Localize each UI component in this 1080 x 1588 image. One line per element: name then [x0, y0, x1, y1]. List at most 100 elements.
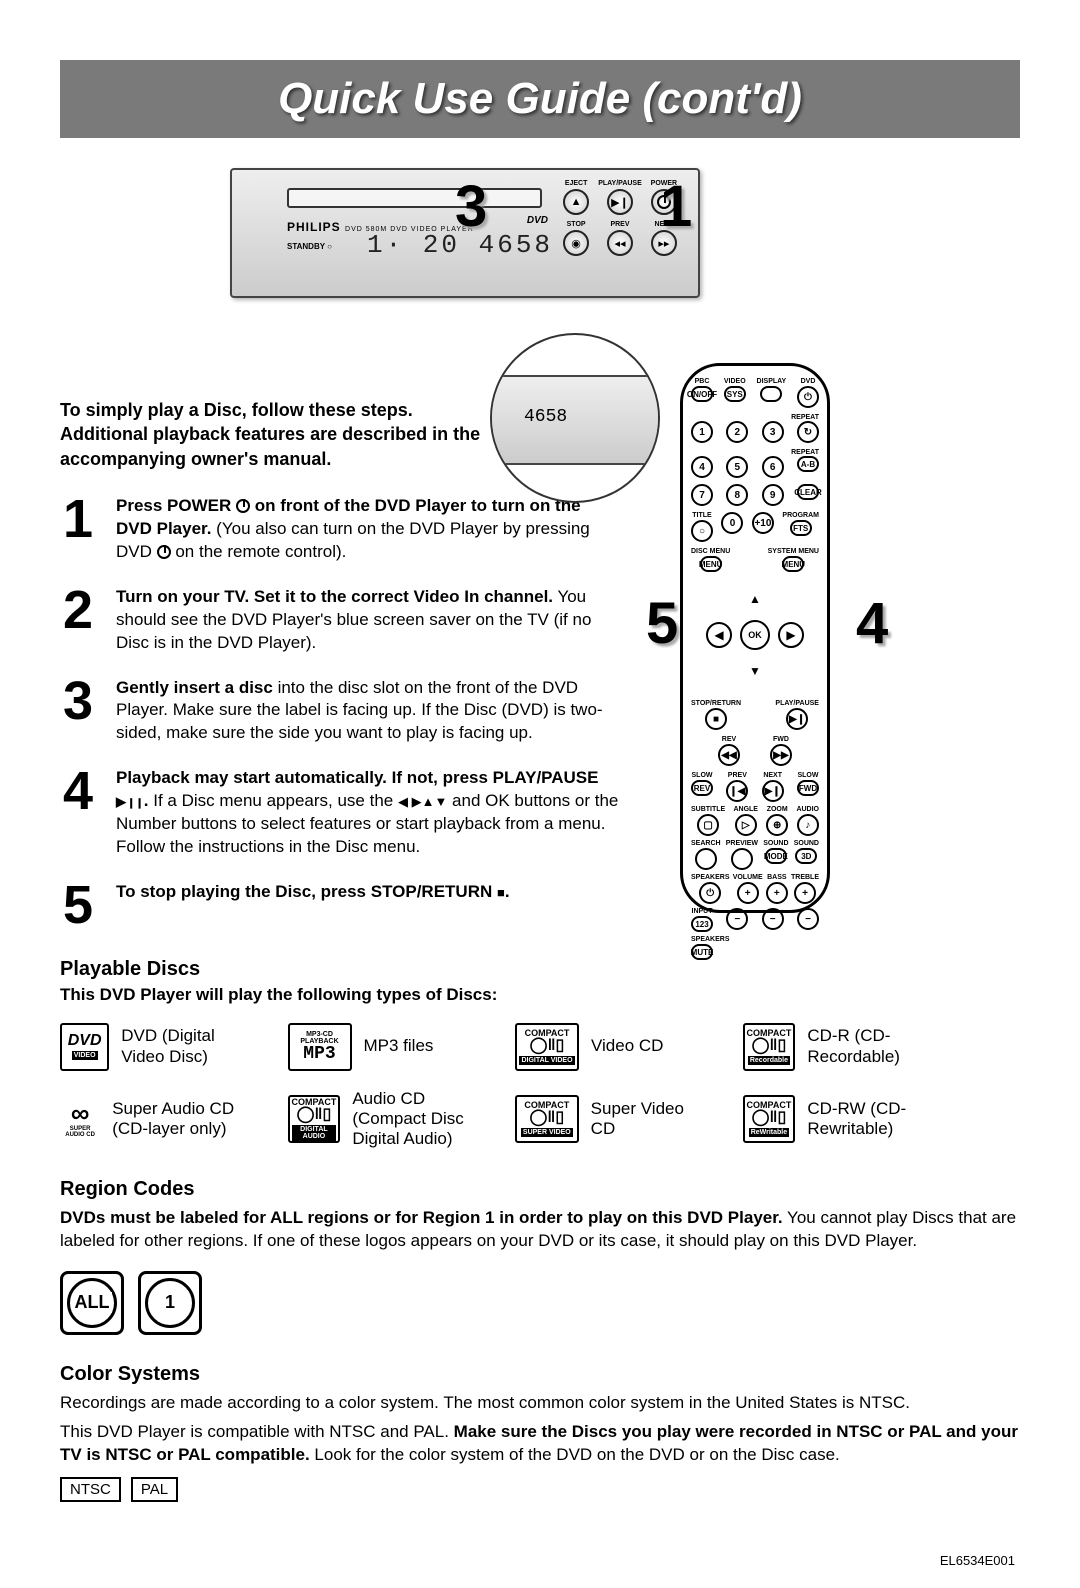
step-body-4: Playback may start automatically. If not…: [116, 767, 620, 859]
rc-num-1[interactable]: 1: [691, 421, 713, 443]
rc-pbc-button[interactable]: ON/OFF: [691, 386, 713, 402]
rc-num-4[interactable]: 4: [691, 456, 713, 478]
rc-video-button[interactable]: SYS: [724, 386, 746, 402]
region-logos: ALL 1: [60, 1271, 1020, 1335]
rc-prev-l: PREV: [728, 772, 747, 779]
step-body-1: Press POWER on front of the DVD Player t…: [116, 495, 620, 564]
playable-sub: This DVD Player will play the following …: [60, 985, 1020, 1005]
prev-button[interactable]: ◂◂: [607, 230, 633, 256]
rc-stop-button[interactable]: ■: [705, 708, 727, 730]
step-1: 1 Press POWER on front of the DVD Player…: [60, 495, 620, 564]
globe-all: ALL: [60, 1271, 124, 1335]
rc-play-button[interactable]: ▶❙: [786, 708, 808, 730]
page-title: Quick Use Guide (cont'd): [278, 74, 802, 124]
disc-logo-svcd: COMPACT◯‖▯SUPER VIDEO: [515, 1095, 579, 1143]
content-area: PHILIPS DVD 580M DVD VIDEO PLAYER STANDB…: [0, 138, 1080, 1502]
remote-control: PBCON/OFF VIDEOSYS DISPLAY DVD⏻ REPEAT 1…: [680, 363, 830, 913]
step-num-5: 5: [60, 881, 96, 930]
standby-label: STANDBY ○: [287, 242, 332, 251]
rc-num-10[interactable]: +10: [752, 512, 774, 534]
step-5: 5 To stop playing the Disc, press STOP/R…: [60, 881, 620, 930]
rc-srch-b[interactable]: [695, 848, 717, 870]
stop-button[interactable]: ◉: [563, 230, 589, 256]
intro-text: To simply play a Disc, follow these step…: [60, 398, 500, 471]
rc-prev-b[interactable]: ❙◀: [726, 780, 748, 802]
rc-stop-label: STOP/RETURN: [691, 700, 741, 707]
rc-num-5[interactable]: 5: [726, 456, 748, 478]
steps-list: 1 Press POWER on front of the DVD Player…: [60, 495, 620, 930]
rc-dvd-label: DVD: [801, 378, 816, 385]
rc-treb-dn[interactable]: −: [797, 908, 819, 930]
rc-disc-menu-button[interactable]: MENU: [700, 556, 722, 572]
dl: MP3: [303, 1045, 335, 1063]
rc-num-6[interactable]: 6: [762, 456, 784, 478]
ds: VIDEO: [72, 1051, 98, 1060]
rc-bass-up[interactable]: +: [766, 882, 788, 904]
rc-vol-up[interactable]: +: [737, 882, 759, 904]
rc-down-button[interactable]: ▼: [742, 658, 768, 684]
rc-sub-b[interactable]: ▢: [697, 814, 719, 836]
rc-num-8[interactable]: 8: [726, 484, 748, 506]
rc-ang-b[interactable]: ▷: [735, 814, 757, 836]
rc-prev-b2[interactable]: [731, 848, 753, 870]
rc-slow-rev[interactable]: REV: [691, 780, 713, 796]
magnifier-view: 4658: [490, 333, 660, 503]
rc-num-3[interactable]: 3: [762, 421, 784, 443]
disc-logo-dvd: DVD VIDEO: [60, 1023, 109, 1071]
step1-rest2: on the remote control).: [171, 542, 347, 561]
rc-next-b[interactable]: ▶❙: [762, 780, 784, 802]
rc-rev-button[interactable]: ◀◀: [718, 744, 740, 766]
mag-display: 4658: [524, 407, 567, 427]
callout-4: 4: [856, 590, 926, 660]
playpause-button[interactable]: ▶❙: [607, 189, 633, 215]
dvd-badge: DVD: [527, 215, 548, 226]
rc-vol-dn[interactable]: −: [726, 908, 748, 930]
rc-disc-menu-label: DISC MENU: [691, 548, 730, 555]
globe-all-label: ALL: [73, 1292, 112, 1313]
rc-num-2[interactable]: 2: [726, 421, 748, 443]
rc-clear-button[interactable]: CLEAR: [797, 484, 819, 500]
cl2a: This DVD Player is compatible with NTSC …: [60, 1422, 454, 1441]
rc-123-b[interactable]: 123: [691, 916, 713, 932]
rc-mute-b[interactable]: MUTE: [691, 944, 713, 960]
rc-repeat-button[interactable]: ↻: [797, 421, 819, 443]
rc-prev-l2: PREVIEW: [726, 840, 758, 847]
rc-3d-b[interactable]: 3D: [795, 848, 817, 864]
eject-button[interactable]: ▲: [563, 189, 589, 215]
rc-bass-dn[interactable]: −: [762, 908, 784, 930]
rc-dvd-button[interactable]: ⏻: [797, 386, 819, 408]
disc-logo-cdr: COMPACT◯‖▯Recordable: [743, 1023, 796, 1071]
rc-fts-button[interactable]: FTS: [790, 520, 812, 536]
rc-ab-button[interactable]: A-B: [797, 456, 819, 472]
rc-spk-b[interactable]: ⏻: [699, 882, 721, 904]
dt: Super Audio CD (CD-layer only): [112, 1099, 257, 1140]
title-bar: Quick Use Guide (cont'd): [60, 60, 1020, 138]
rc-ok-button[interactable]: OK: [740, 620, 770, 650]
rc-num-0[interactable]: 0: [721, 512, 743, 534]
rc-num-9[interactable]: 9: [762, 484, 784, 506]
rc-spk-l: SPEAKERS: [691, 874, 730, 881]
pal-badge: PAL: [131, 1477, 178, 1502]
rc-num-7[interactable]: 7: [691, 484, 713, 506]
rc-right-button[interactable]: ▶: [778, 622, 804, 648]
rc-left-button[interactable]: ◀: [706, 622, 732, 648]
rc-display-button[interactable]: [760, 386, 782, 402]
dt: MP3 files: [364, 1036, 434, 1056]
ds: DIGITAL VIDEO: [519, 1056, 574, 1065]
rc-slow-fwd[interactable]: FWD: [797, 780, 819, 796]
step-num-2: 2: [60, 586, 96, 655]
callout-1: 1: [660, 173, 730, 243]
rc-aud-b[interactable]: ♪: [797, 814, 819, 836]
rc-fwd-button[interactable]: ▶▶: [770, 744, 792, 766]
disc-item: COMPACT◯‖▯SUPER VIDEOSuper Video CD: [515, 1089, 713, 1150]
rc-zoom-b[interactable]: ⊕: [766, 814, 788, 836]
rc-ang-l: ANGLE: [733, 806, 758, 813]
rc-up-button[interactable]: ▲: [742, 586, 768, 612]
rc-title-button[interactable]: ○: [691, 520, 713, 542]
rc-mode-b[interactable]: MODE: [765, 848, 787, 864]
playpause-icon: [116, 791, 144, 810]
color-line1: Recordings are made according to a color…: [60, 1392, 1020, 1415]
dl: DVD: [68, 1033, 102, 1049]
rc-sys-menu-button[interactable]: MENU: [782, 556, 804, 572]
rc-treb-up[interactable]: +: [794, 882, 816, 904]
